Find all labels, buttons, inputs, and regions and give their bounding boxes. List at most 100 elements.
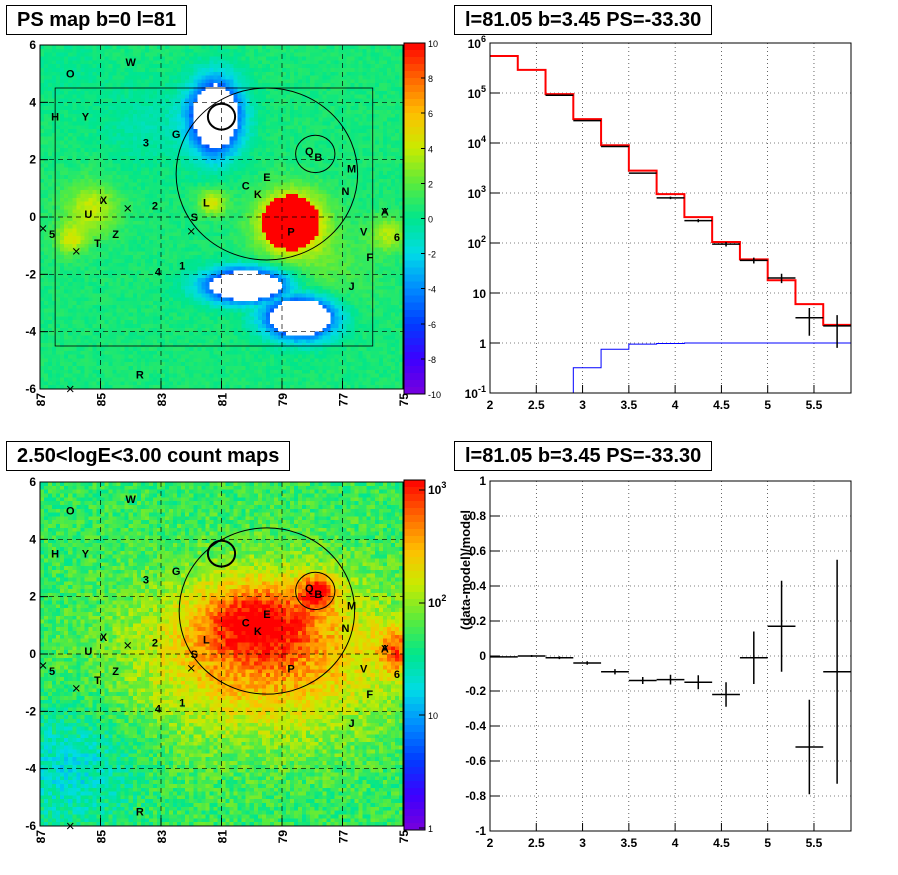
spectrum-x-tick-label: 4: [672, 398, 679, 412]
ps-map-source-label: F: [366, 252, 373, 264]
count-map-title: 2.50<logE<3.00 count maps: [6, 441, 291, 471]
residual-data-point: [656, 674, 685, 685]
residual-y-tick-label: 1: [479, 474, 486, 488]
ps-map-source-label: 2: [152, 201, 158, 213]
ps-map-source-label: E: [263, 172, 270, 184]
residual-y-tick-label: 0.8: [469, 509, 486, 523]
ps-map-x-tick-label: 77: [337, 393, 351, 407]
residual-data-point: [628, 677, 657, 684]
spectrum-data-point: [628, 172, 657, 174]
count-map-source-label: 6: [394, 669, 400, 681]
ps-map-source-label: N: [342, 186, 350, 198]
residual-y-tick-label: 0.6: [469, 544, 486, 558]
ps-map-source-label: H: [51, 112, 59, 124]
ps-map-grid: [40, 45, 403, 389]
count-map-source-label: 2: [152, 638, 158, 650]
spectrum-data-point: [739, 257, 768, 264]
ps-map-source-label: Z: [112, 229, 119, 241]
spectrum-x-tick-label: 3: [579, 398, 586, 412]
spectrum-data-point: [601, 145, 629, 148]
residual-x-tick-label: 5: [764, 836, 771, 850]
count-map-source-label: X: [100, 632, 108, 644]
count-colorbar-tick-label: 102: [428, 593, 446, 610]
count-map-source-label: N: [342, 623, 350, 635]
ps-map-source-label: A: [381, 206, 389, 218]
count-map-circle: [178, 527, 356, 695]
count-map-source-label: T: [94, 675, 101, 687]
residual-y-tick-label: -0.6: [465, 754, 486, 768]
residual-data-point: [684, 675, 713, 690]
ps-map-circle: [295, 134, 336, 174]
count-map-y-tick-label: 6: [29, 475, 36, 489]
spectrum-x-tick-label: 3.5: [621, 398, 638, 412]
residual-x-tick-label: 3.5: [621, 836, 638, 850]
residual-y-tick-label: -0.2: [465, 684, 486, 698]
ps-map-source-label: Y: [82, 112, 90, 124]
ps-map-source-label: Q: [305, 146, 314, 158]
spectrum-data-point: [712, 241, 740, 247]
ps-colorbar-tick-label: -4: [428, 285, 436, 295]
ps-map-source-label: C: [242, 180, 250, 192]
spectrum-series-model: [490, 54, 851, 326]
count-map-source-label: J: [349, 718, 355, 730]
spectrum-data-point: [795, 308, 824, 336]
count-map-circle: [206, 539, 237, 568]
ps-map-source-label: O: [66, 69, 75, 81]
count-map-source-label: H: [51, 549, 59, 561]
spectrum-frame: [489, 42, 852, 394]
residual-data-point: [712, 682, 740, 707]
residual-data-point: [573, 661, 602, 665]
count-map-x-tick-label: 87: [34, 830, 48, 844]
ps-map-marker: [187, 227, 195, 235]
residual-x-tick-label: 4.5: [713, 836, 730, 850]
ps-map-source-label: 3: [143, 137, 149, 149]
count-map-source-label: Y: [82, 549, 90, 561]
count-map-source-label: W: [126, 494, 137, 506]
ps-map-source-label: S: [191, 212, 198, 224]
residual-data-point: [601, 669, 629, 675]
count-map-circle: [295, 571, 336, 611]
ps-map-source-label: M: [347, 163, 356, 175]
ps-map-x-tick-label: 85: [95, 393, 109, 407]
residual-plot: 2 2.5 3 3.5 4 4.5 5 5.5 1 0.8 0.6 0.4 0.2 0 -0.2 -0.4 -0…: [458, 474, 852, 850]
residual-x-tick-label: 5.5: [806, 836, 823, 850]
ps-map-y-tick-label: 6: [29, 38, 36, 52]
residual-y-tick-label: 0: [479, 649, 486, 663]
residual-y-tick-label: 0.2: [469, 614, 486, 628]
ps-map-source-label: K: [254, 189, 262, 201]
spectrum-data-point: [684, 219, 713, 223]
count-colorbar-tick-label: 10: [428, 711, 438, 721]
spectrum-x-tick-label: 4.5: [713, 398, 730, 412]
ps-colorbar-tick-label: 8: [428, 74, 433, 84]
residual-data-point: [795, 699, 824, 795]
count-map-source-label: 1: [179, 698, 185, 710]
count-map-cells: [40, 482, 404, 827]
count-map-source-label: F: [366, 689, 373, 701]
count-map-source-label: B: [314, 589, 322, 601]
count-map-source-label: Z: [112, 666, 119, 678]
residual-data-point: [490, 656, 518, 658]
ps-map-marker: [39, 225, 47, 232]
count-colorbar-tick-label: 1: [428, 824, 433, 834]
residual-data-point: [767, 580, 796, 672]
ps-map-colorbar: 10 8 6 4 2 0 -2 -4 -6 -8 -10: [403, 39, 441, 400]
spectrum-x-tick-label: 5: [764, 398, 771, 412]
ps-map-cells: [40, 45, 404, 390]
residual-y-tick-label: -0.8: [465, 789, 486, 803]
ps-map-x-tick-label: 75: [397, 393, 411, 407]
spectrum-y-tick-label: 102: [468, 234, 486, 251]
count-map-y-tick-label: -2: [25, 704, 36, 718]
residual-title: l=81.05 b=3.45 PS=-33.30: [454, 441, 713, 471]
spectrum-data-point: [656, 196, 685, 200]
ps-colorbar-tick-label: -8: [428, 355, 436, 365]
ps-map-y-tick-label: -4: [25, 325, 36, 339]
spectrum-series-point-source: [490, 342, 851, 394]
ps-map-source-label: 4: [155, 266, 162, 278]
count-map-source-label: R: [136, 807, 144, 819]
count-map-colorbar-frame: [403, 479, 426, 831]
residual-y-tick-label: -1: [475, 824, 486, 838]
count-map-source-label: G: [172, 566, 181, 578]
count-map-source-label: V: [360, 663, 368, 675]
